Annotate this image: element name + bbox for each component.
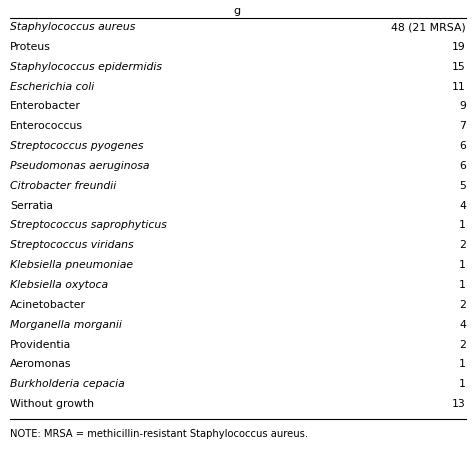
Text: 1: 1	[459, 260, 466, 270]
Text: 2: 2	[459, 340, 466, 350]
Text: 11: 11	[452, 81, 466, 91]
Text: Serratia: Serratia	[10, 201, 53, 211]
Text: 4: 4	[459, 201, 466, 211]
Text: 1: 1	[459, 379, 466, 389]
Text: 5: 5	[459, 181, 466, 191]
Text: 9: 9	[459, 101, 466, 112]
Text: Morganella morganii: Morganella morganii	[10, 320, 122, 330]
Text: 15: 15	[452, 62, 466, 72]
Text: Enterobacter: Enterobacter	[10, 101, 81, 112]
Text: NOTE: MRSA = methicillin-resistant Staphylococcus aureus.: NOTE: MRSA = methicillin-resistant Staph…	[10, 429, 308, 439]
Text: Proteus: Proteus	[10, 42, 51, 52]
Text: 1: 1	[459, 280, 466, 290]
Text: Aeromonas: Aeromonas	[10, 360, 72, 369]
Text: Without growth: Without growth	[10, 399, 94, 409]
Text: Acinetobacter: Acinetobacter	[10, 300, 86, 310]
Text: 7: 7	[459, 121, 466, 131]
Text: Staphylococcus aureus: Staphylococcus aureus	[10, 22, 136, 32]
Text: 2: 2	[459, 240, 466, 250]
Text: Klebsiella pneumoniae: Klebsiella pneumoniae	[10, 260, 133, 270]
Text: Pseudomonas aeruginosa: Pseudomonas aeruginosa	[10, 161, 149, 171]
Text: Streptococcus pyogenes: Streptococcus pyogenes	[10, 141, 144, 151]
Text: g: g	[233, 6, 241, 16]
Text: 1: 1	[459, 360, 466, 369]
Text: Klebsiella oxytoca: Klebsiella oxytoca	[10, 280, 108, 290]
Text: 6: 6	[459, 141, 466, 151]
Text: 19: 19	[452, 42, 466, 52]
Text: Burkholderia cepacia: Burkholderia cepacia	[10, 379, 125, 389]
Text: 4: 4	[459, 320, 466, 330]
Text: 13: 13	[452, 399, 466, 409]
Text: Streptococcus saprophyticus: Streptococcus saprophyticus	[10, 220, 167, 230]
Text: 6: 6	[459, 161, 466, 171]
Text: Escherichia coli: Escherichia coli	[10, 81, 94, 91]
Text: Enterococcus: Enterococcus	[10, 121, 83, 131]
Text: 48 (21 MRSA): 48 (21 MRSA)	[391, 22, 466, 32]
Text: Streptococcus viridans: Streptococcus viridans	[10, 240, 134, 250]
Text: Providentia: Providentia	[10, 340, 71, 350]
Text: Citrobacter freundii: Citrobacter freundii	[10, 181, 116, 191]
Text: 2: 2	[459, 300, 466, 310]
Text: 1: 1	[459, 220, 466, 230]
Text: Staphylococcus epidermidis: Staphylococcus epidermidis	[10, 62, 162, 72]
